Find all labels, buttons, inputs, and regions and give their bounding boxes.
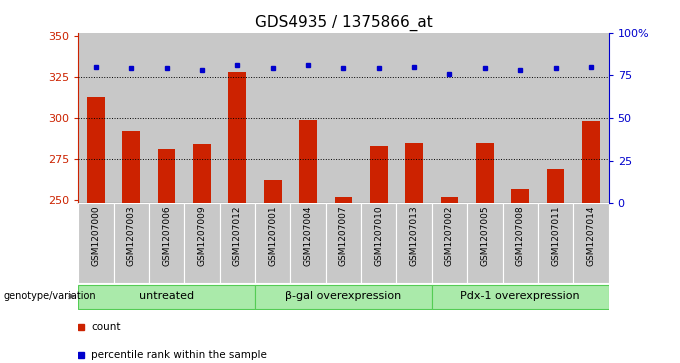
Text: GSM1207001: GSM1207001 <box>268 206 277 266</box>
Bar <box>255 203 290 283</box>
Bar <box>432 33 467 203</box>
Bar <box>193 144 211 203</box>
Text: GSM1207008: GSM1207008 <box>515 206 525 266</box>
Text: GSM1207003: GSM1207003 <box>126 206 136 266</box>
Bar <box>114 203 149 283</box>
Bar <box>573 33 609 203</box>
Bar <box>396 203 432 283</box>
Title: GDS4935 / 1375866_at: GDS4935 / 1375866_at <box>254 15 432 31</box>
Bar <box>326 33 361 203</box>
Bar <box>78 203 114 283</box>
Bar <box>405 143 423 203</box>
Bar <box>573 203 609 283</box>
Text: genotype/variation: genotype/variation <box>3 291 96 301</box>
Bar <box>184 203 220 283</box>
Bar <box>149 33 184 203</box>
Text: GSM1207010: GSM1207010 <box>374 206 384 266</box>
Bar <box>220 203 255 283</box>
Bar <box>538 203 573 283</box>
Text: GSM1207002: GSM1207002 <box>445 206 454 266</box>
Text: count: count <box>91 322 121 332</box>
Bar <box>264 180 282 203</box>
Text: untreated: untreated <box>139 291 194 301</box>
Text: GSM1207013: GSM1207013 <box>409 206 419 266</box>
Bar <box>511 188 529 203</box>
Bar <box>87 97 105 203</box>
Bar <box>335 197 352 203</box>
Text: GSM1207007: GSM1207007 <box>339 206 348 266</box>
Bar <box>538 33 573 203</box>
Bar <box>582 121 600 203</box>
Bar <box>290 33 326 203</box>
Text: GSM1207011: GSM1207011 <box>551 206 560 266</box>
Text: GSM1207004: GSM1207004 <box>303 206 313 266</box>
Bar <box>396 33 432 203</box>
Bar <box>78 33 114 203</box>
Bar <box>432 203 467 283</box>
Bar <box>326 203 361 283</box>
Text: percentile rank within the sample: percentile rank within the sample <box>91 350 267 360</box>
Bar <box>432 285 609 309</box>
Bar <box>361 33 396 203</box>
Bar <box>220 33 255 203</box>
Bar <box>228 72 246 203</box>
Bar <box>290 203 326 283</box>
Text: Pdx-1 overexpression: Pdx-1 overexpression <box>460 291 580 301</box>
Bar <box>441 197 458 203</box>
Bar <box>299 120 317 203</box>
Bar <box>255 33 290 203</box>
Bar <box>255 285 432 309</box>
Text: GSM1207006: GSM1207006 <box>162 206 171 266</box>
Text: GSM1207012: GSM1207012 <box>233 206 242 266</box>
Text: GSM1207000: GSM1207000 <box>91 206 101 266</box>
Bar <box>361 203 396 283</box>
Bar <box>467 203 503 283</box>
Bar <box>467 33 503 203</box>
Bar <box>158 149 175 203</box>
Text: GSM1207009: GSM1207009 <box>197 206 207 266</box>
Bar <box>184 33 220 203</box>
Bar <box>114 33 149 203</box>
Text: GSM1207005: GSM1207005 <box>480 206 490 266</box>
Bar <box>503 33 538 203</box>
Bar <box>547 169 564 203</box>
Bar <box>122 131 140 203</box>
Bar <box>78 285 255 309</box>
Bar <box>149 203 184 283</box>
Bar <box>503 203 538 283</box>
Bar <box>370 146 388 203</box>
Text: GSM1207014: GSM1207014 <box>586 206 596 266</box>
Text: β-gal overexpression: β-gal overexpression <box>286 291 401 301</box>
Bar <box>476 143 494 203</box>
